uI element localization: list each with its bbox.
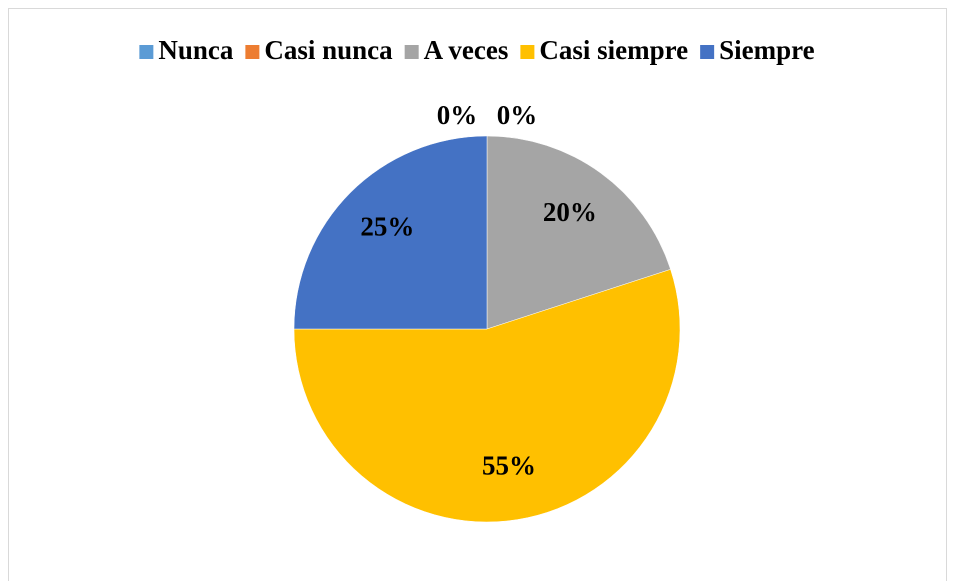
legend-swatch	[700, 45, 715, 59]
legend-swatch	[520, 45, 535, 59]
data-label: 55%	[482, 450, 536, 480]
legend-label: Siempre	[719, 35, 815, 65]
pie-slice	[293, 269, 681, 523]
data-label: 25%	[360, 212, 414, 242]
legend-label: A veces	[424, 35, 509, 65]
data-label: 0%	[437, 100, 478, 130]
legend-label: Casi nunca	[264, 35, 393, 65]
data-label: 20%	[543, 197, 597, 227]
legend-label: Nunca	[158, 35, 234, 65]
legend-swatch	[139, 45, 154, 59]
legend-swatch	[404, 45, 419, 59]
legend-swatch	[245, 45, 260, 59]
pie-slice	[486, 135, 671, 330]
data-label: 0%	[497, 100, 538, 130]
legend-label: Casi siempre	[539, 35, 688, 65]
pie-slice	[293, 135, 488, 330]
